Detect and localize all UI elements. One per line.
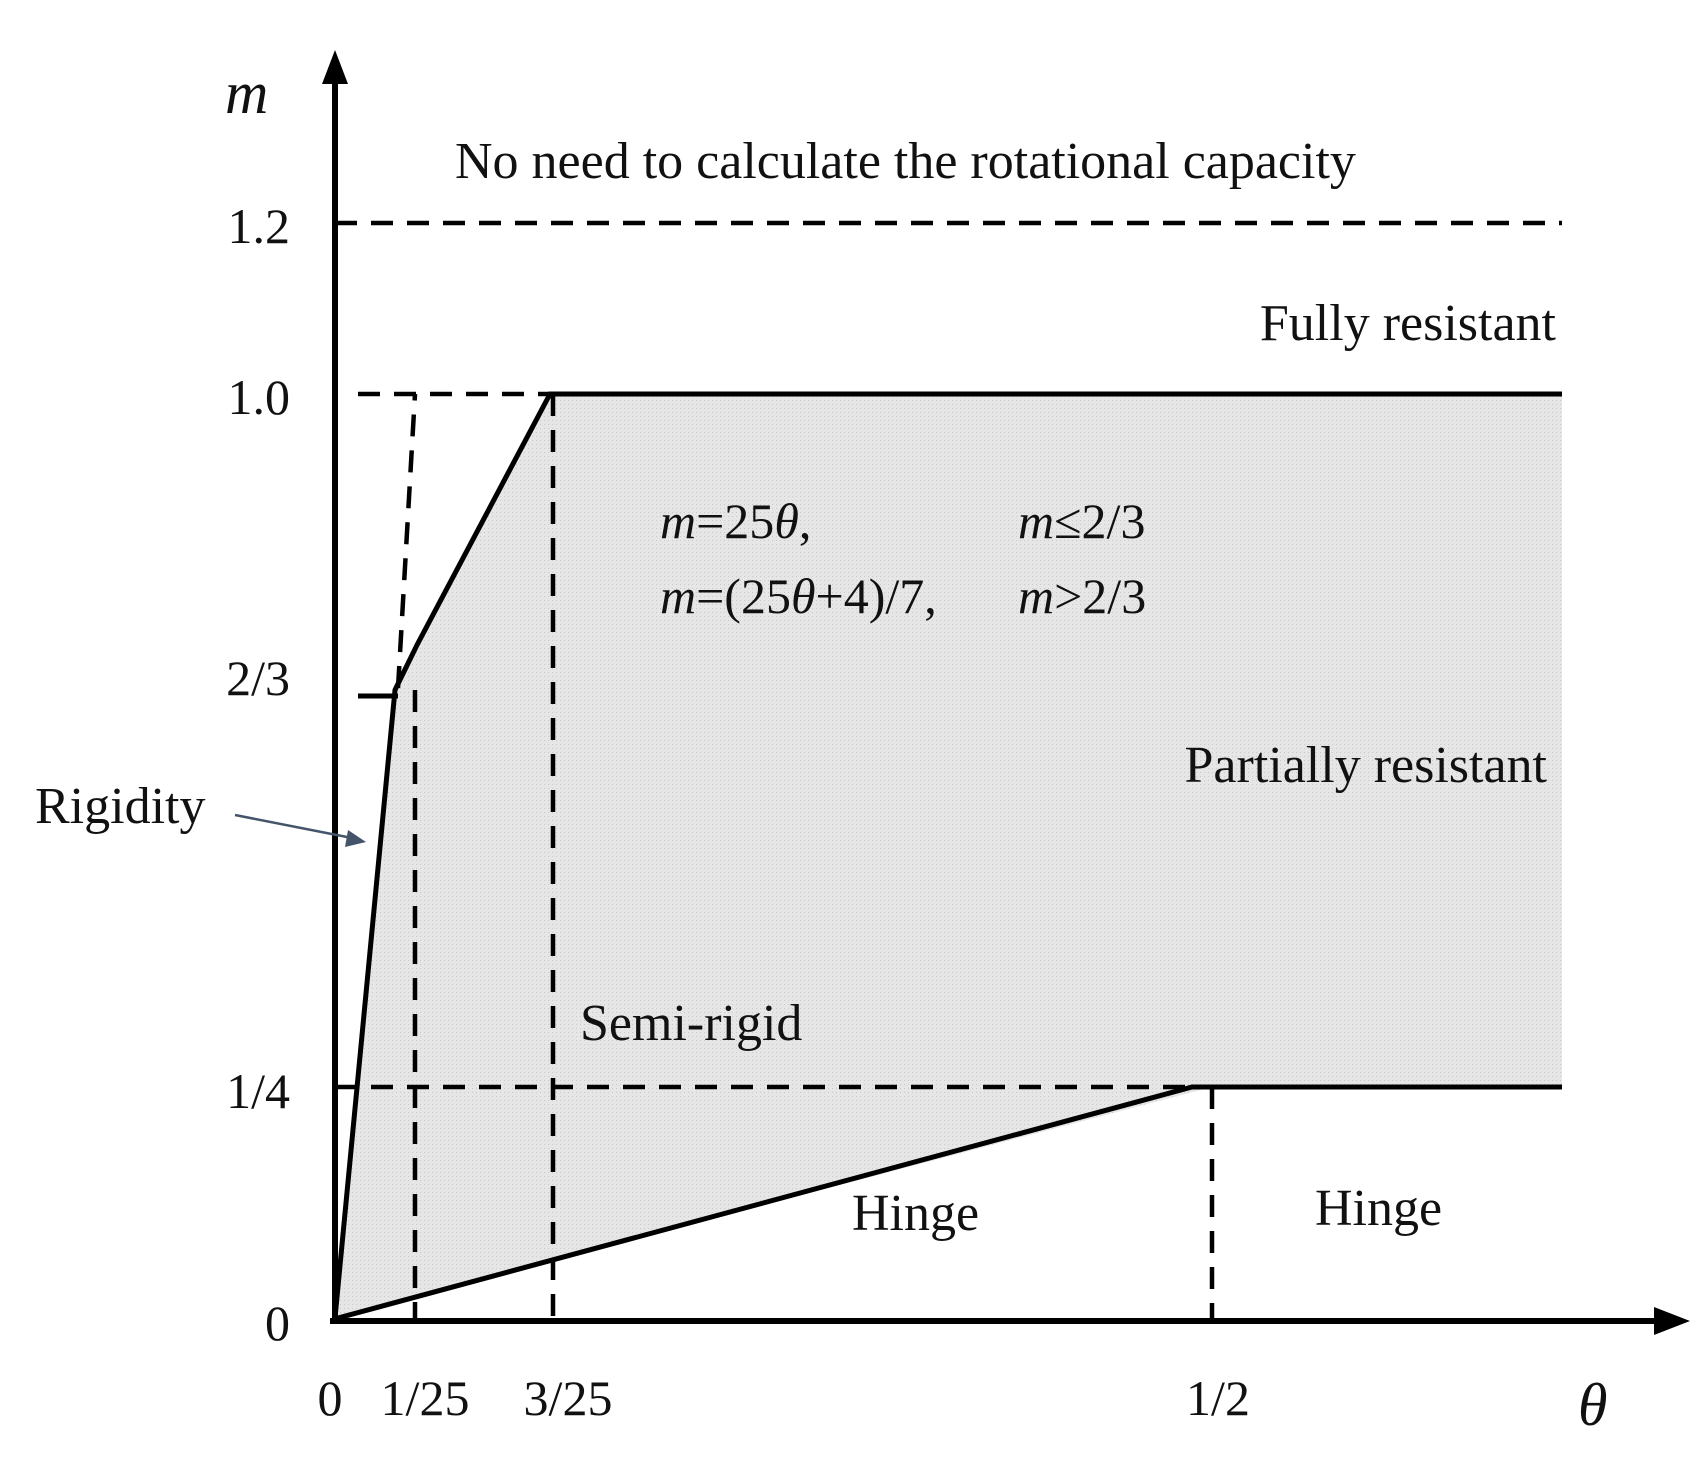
partially-resistant-label: Partially resistant <box>1185 737 1548 794</box>
x-axis-label: θ <box>1578 1372 1607 1438</box>
upper-boundary-curve <box>332 391 1562 1319</box>
solid-lines <box>332 391 1562 1321</box>
semi-rigid-label: Semi-rigid <box>580 995 802 1052</box>
rigidity-label: Rigidity <box>35 778 205 835</box>
lower-boundary-curve <box>337 1084 1562 1321</box>
dashed-rigidity-boundary <box>395 393 418 689</box>
x-tick-3-25: 3/25 <box>524 1370 613 1426</box>
equation-2: m=(25θ+4)/7, <box>660 568 937 624</box>
equation-2-condition: m>2/3 <box>1018 568 1146 624</box>
y-tick-1-4: 1/4 <box>226 1063 290 1119</box>
y-tick-0: 0 <box>265 1295 290 1351</box>
equation-1: m=25θ, <box>660 493 811 549</box>
y-axis-label: m <box>225 60 268 126</box>
fully-resistant-label: Fully resistant <box>1260 295 1557 352</box>
x-tick-1-25: 1/25 <box>381 1370 470 1426</box>
equation-1-condition: m≤2/3 <box>1018 493 1145 549</box>
y-axis-arrow <box>322 50 348 84</box>
hinge-right-label: Hinge <box>1315 1180 1442 1237</box>
y-tick-2-3: 2/3 <box>226 650 290 706</box>
no-need-label: No need to calculate the rotational capa… <box>455 133 1356 190</box>
y-tick-1-2: 1.2 <box>228 198 291 254</box>
x-tick-0: 0 <box>318 1370 343 1426</box>
hinge-left-label: Hinge <box>852 1185 979 1242</box>
rigidity-arrow <box>234 813 366 847</box>
x-tick-1-2: 1/2 <box>1186 1370 1250 1426</box>
axes <box>322 50 1690 1335</box>
dashed-lines <box>335 220 1562 1318</box>
x-axis-arrow <box>1654 1307 1690 1335</box>
y-tick-1-0: 1.0 <box>228 369 291 425</box>
